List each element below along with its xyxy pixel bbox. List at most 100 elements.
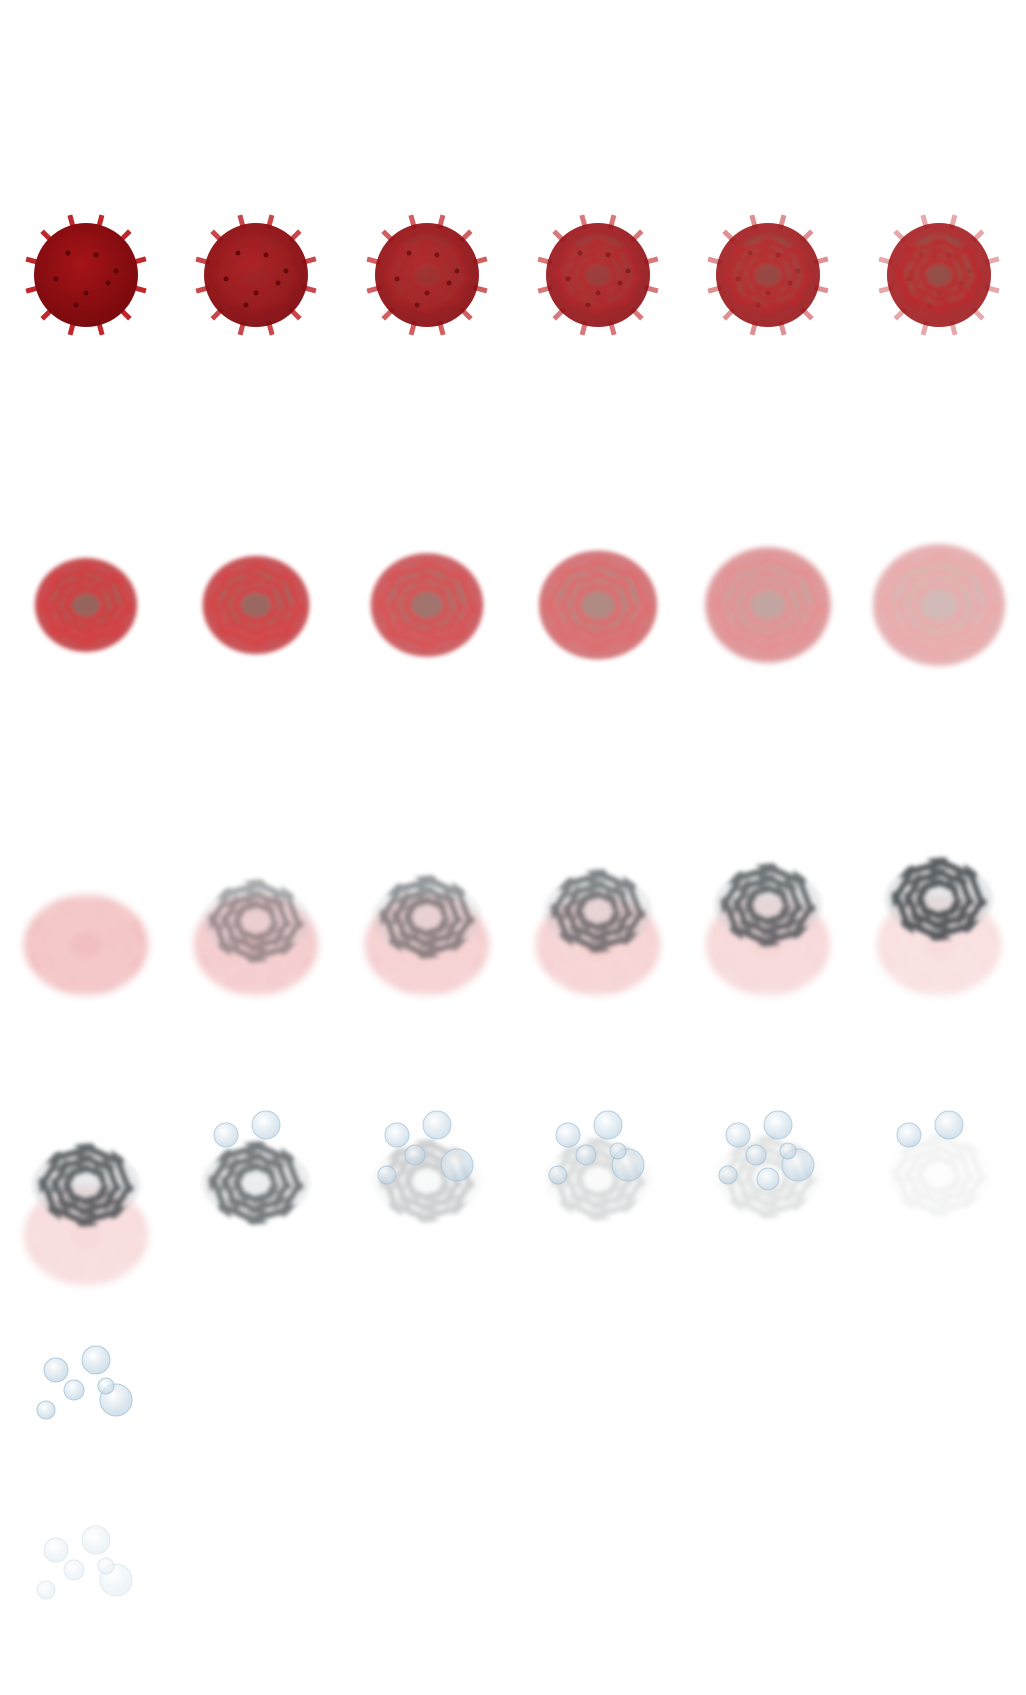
bubble	[548, 1165, 568, 1185]
petal-ring	[391, 886, 463, 948]
petal-ring	[554, 237, 642, 313]
mine-rivet	[253, 290, 259, 296]
mine-body	[34, 223, 138, 327]
petal-ring	[914, 878, 964, 920]
mine-rivet	[565, 276, 571, 282]
petal-ring	[571, 581, 625, 629]
petal-ring	[38, 1143, 134, 1227]
mine-rivet	[73, 302, 79, 308]
petal-ring	[891, 1133, 987, 1217]
bubble	[36, 1400, 56, 1420]
petal-ring	[220, 890, 292, 952]
bubble	[213, 1122, 239, 1148]
petal-ring	[379, 875, 475, 959]
red-haze	[24, 895, 148, 995]
mine-rivet	[795, 268, 801, 274]
mine-rivet	[605, 252, 611, 258]
petal-ring	[388, 571, 466, 639]
petal-ring	[724, 237, 812, 313]
smoke-sprite	[24, 1143, 148, 1285]
petal-ring	[208, 1141, 304, 1225]
mine-rivet	[918, 250, 924, 256]
smoke-sprite	[706, 863, 830, 995]
petal-ring	[562, 880, 634, 942]
mine-rivet	[263, 252, 269, 258]
petal-ring	[61, 584, 111, 626]
bubble	[422, 1110, 452, 1140]
smoke-sprite	[544, 1110, 652, 1221]
mine-sprite	[25, 214, 147, 336]
mine-sprite	[366, 214, 488, 336]
mine-rivet	[223, 276, 229, 282]
petal-ring	[736, 247, 800, 303]
petal-ring	[405, 256, 449, 294]
mine-rivet	[765, 290, 771, 296]
petal-ring	[907, 247, 971, 303]
petal-ring	[917, 256, 961, 294]
smoke-sprite	[194, 879, 318, 995]
smoke-red-ghost	[24, 895, 148, 995]
petal-ring	[710, 555, 826, 655]
petal-ring	[401, 582, 453, 628]
petal-ring	[576, 256, 620, 294]
bubble	[745, 1144, 767, 1166]
mine-rivet	[93, 252, 99, 258]
mine-rivet	[936, 290, 942, 296]
petal-ring	[746, 256, 790, 294]
mine-rivet	[735, 276, 741, 282]
mine-rivet	[617, 280, 623, 286]
mine-rivet	[243, 302, 249, 308]
petal-ring	[895, 237, 983, 313]
petal-ring	[208, 879, 304, 963]
blast-sprite	[370, 553, 484, 657]
petal-ring	[894, 566, 984, 644]
petal-ring	[550, 869, 646, 953]
smoke-dark	[373, 875, 481, 959]
petal-ring	[543, 557, 653, 653]
petal-ring	[573, 890, 623, 932]
petal-ring	[383, 237, 471, 313]
blast-sprite	[202, 555, 310, 655]
petal-ring	[395, 247, 459, 303]
smoke-dark	[891, 1133, 987, 1217]
bubble	[63, 1379, 85, 1401]
petal-ring	[878, 552, 1000, 658]
petal-ring	[914, 1154, 964, 1196]
petal-ring	[51, 574, 121, 636]
smoke-dark	[32, 1143, 140, 1227]
petal-ring	[903, 1144, 975, 1206]
petal-ring	[720, 863, 816, 947]
blast-sprite	[538, 550, 658, 660]
bubble	[934, 1110, 964, 1140]
petal-ring	[212, 237, 300, 313]
petal-ring	[61, 1164, 111, 1206]
mine-sprite	[195, 214, 317, 336]
petal-ring	[740, 580, 796, 630]
bubble	[404, 1144, 426, 1166]
bubble	[593, 1110, 623, 1140]
mine-burst	[554, 235, 642, 313]
smoke-dark	[202, 879, 310, 963]
bubble	[251, 1110, 281, 1140]
bubble	[43, 1357, 69, 1383]
bubble	[763, 1110, 793, 1140]
mine-rivet	[105, 280, 111, 286]
mine-rivet	[625, 268, 631, 274]
bubble	[81, 1345, 111, 1375]
smoke-dark	[885, 857, 993, 941]
bubbles-sprite	[36, 1525, 133, 1600]
mine-rivet	[966, 268, 972, 274]
petal-ring	[220, 1152, 292, 1214]
mine-rivet	[394, 276, 400, 282]
mine-rivet	[53, 276, 59, 282]
petal-ring	[903, 868, 975, 930]
petal-ring	[57, 1210, 115, 1260]
petal-ring	[725, 568, 811, 642]
mine-rivet	[113, 268, 119, 274]
bubble	[555, 1122, 581, 1148]
petal-ring	[910, 579, 968, 631]
mine-rivet	[747, 250, 753, 256]
mine-rivet	[958, 280, 964, 286]
mine-sprite	[537, 214, 659, 336]
smoke-sprite	[365, 875, 489, 995]
